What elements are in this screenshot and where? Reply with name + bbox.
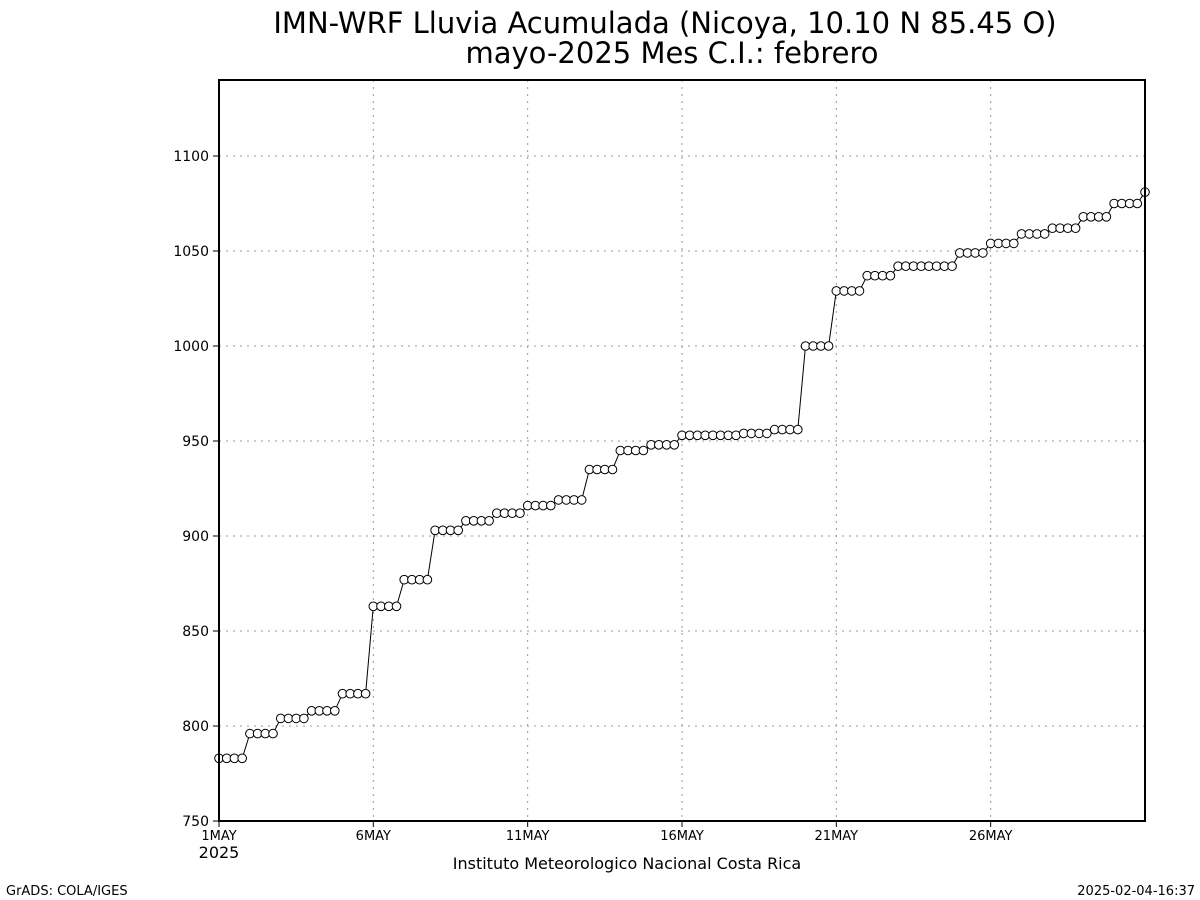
data-point	[1070, 223, 1081, 233]
footer-credit: GrADS: COLA/IGES	[6, 884, 128, 899]
y-tick-label: 1100	[173, 149, 209, 165]
grid-lines	[219, 80, 1145, 821]
data-point	[546, 500, 556, 511]
x-tick-year-label: 2025	[199, 843, 240, 862]
chart-subtitle: mayo-2025 Mes C.I.: febrero	[466, 36, 879, 70]
x-tick-label: 11MAY	[506, 829, 550, 844]
footer-timestamp: 2025-02-04-16:37	[1077, 884, 1195, 899]
data-point	[947, 261, 957, 272]
data-point	[823, 341, 834, 351]
data-point	[1132, 198, 1143, 209]
data-point	[299, 713, 309, 724]
data-point	[576, 495, 587, 505]
data-point	[360, 688, 371, 699]
data-point	[607, 464, 618, 475]
data-point	[978, 248, 988, 258]
data-point	[762, 428, 772, 439]
y-tick-label: 1000	[173, 339, 209, 355]
x-axis-label: Instituto Meteorologico Nacional Costa R…	[453, 854, 801, 873]
series-accumulated-rain	[214, 187, 1150, 764]
y-tick-label: 900	[182, 529, 209, 545]
y-tick-label: 850	[182, 624, 209, 640]
data-point	[422, 574, 433, 585]
data-point	[638, 445, 649, 456]
data-point	[453, 525, 464, 536]
y-tick-label: 800	[182, 719, 209, 735]
chart-title: IMN-WRF Lluvia Acumulada (Nicoya, 10.10 …	[273, 6, 1056, 40]
data-point	[669, 440, 680, 450]
data-point	[330, 706, 340, 716]
data-point	[731, 430, 741, 441]
x-tick-label: 16MAY	[660, 829, 704, 844]
data-point	[854, 286, 865, 296]
y-tick-label: 1050	[173, 244, 209, 260]
data-point	[1101, 212, 1112, 222]
x-tick-label: 26MAY	[969, 829, 1013, 844]
x-tick-label: 21MAY	[815, 829, 859, 844]
data-point	[237, 753, 247, 764]
data-point	[1039, 229, 1050, 239]
data-point	[1009, 238, 1019, 249]
y-tick-label: 750	[182, 814, 209, 830]
data-point	[515, 508, 525, 519]
data-point	[793, 424, 803, 435]
data-point	[268, 728, 278, 739]
x-tick-label: 1MAY	[201, 829, 236, 844]
x-tick-label: 6MAY	[356, 829, 391, 844]
plot-frame	[218, 79, 1146, 822]
y-axis-ticks: 750 800 850 900 950 1000 1050 1100	[173, 149, 219, 830]
data-point	[885, 270, 896, 281]
data-point	[484, 516, 494, 526]
y-tick-label: 950	[182, 434, 209, 450]
data-point	[391, 601, 402, 612]
